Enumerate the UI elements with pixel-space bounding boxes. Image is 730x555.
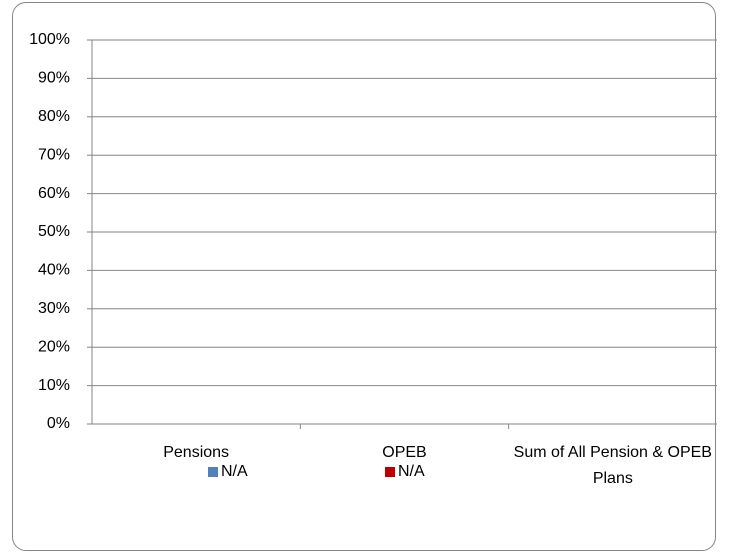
x-tick-label: Sum of All Pension & OPEB Plans xyxy=(513,444,712,487)
y-tick-label: 20% xyxy=(38,338,70,355)
legend-swatch xyxy=(208,467,218,477)
y-tick-label: 90% xyxy=(38,70,70,87)
y-tick-label: 60% xyxy=(38,185,70,202)
y-tick-label: 40% xyxy=(38,262,70,279)
legend-swatch xyxy=(385,467,395,477)
chart-frame xyxy=(12,2,716,551)
y-tick-label: 30% xyxy=(38,300,70,317)
y-tick-label: 70% xyxy=(38,146,70,163)
y-tick-label: 10% xyxy=(38,377,70,394)
y-tick-label: 100% xyxy=(29,31,70,48)
legend-label: N/A xyxy=(398,463,425,480)
y-tick-label: 0% xyxy=(47,415,70,432)
legend-label: N/A xyxy=(221,463,248,480)
x-tick-label: OPEB xyxy=(382,444,427,461)
y-tick-label: 80% xyxy=(38,108,70,125)
y-tick-label: 50% xyxy=(38,223,70,240)
x-tick-label: Pensions xyxy=(163,444,230,461)
